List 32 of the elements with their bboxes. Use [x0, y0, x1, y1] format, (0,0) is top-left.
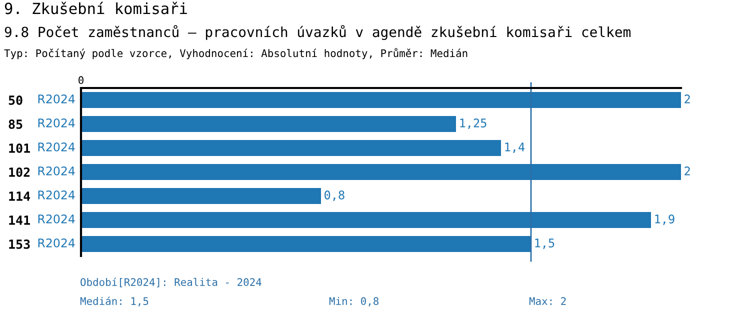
data-label: 1,25 [460, 118, 486, 129]
bar [81, 140, 501, 156]
text: R2024 [38, 142, 75, 152]
text: Období[R2024]: Realita - 2024 [80, 278, 262, 288]
x-axis-title: Typ: Počítaný podle vzorce, Vyhodnocení: Absolutní hodnoty, Průměr: Medián [4, 48, 468, 60]
text: Min: 0,8 [329, 296, 379, 306]
y-tick-label: 50 [8, 95, 22, 105]
data-label: 1,9 [655, 214, 674, 225]
text: R2024 [38, 118, 75, 128]
text: R2024 [38, 166, 75, 176]
data-label: 2 [684, 94, 690, 104]
data-label: 2 [684, 166, 690, 176]
series-label: R2024 [38, 94, 75, 104]
bar [81, 116, 456, 132]
y-tick-label: 102 [9, 167, 30, 177]
y-tick-label: 141 [9, 216, 30, 225]
text: R2024 [38, 214, 75, 224]
text: 0 [78, 76, 84, 84]
chart-subtitle: 9.8 Počet zaměstnanců – pracovních úvazků v agendě zkušební komisaři celkem [4, 25, 630, 40]
y-tick-label: 114 [9, 192, 30, 201]
chart-title: 9. Zkušební komisaři [4, 2, 187, 14]
text: R2024 [38, 238, 75, 248]
text: Max: 2 [529, 297, 566, 306]
data-label: 1,4 [505, 142, 525, 153]
y-tick-label: 153 [9, 239, 30, 249]
bar [81, 188, 321, 204]
text: R2024 [38, 190, 75, 200]
data-label: 1,5 [535, 238, 554, 249]
data-label: 0,8 [324, 190, 344, 201]
y-tick-label: 85 [8, 119, 22, 129]
text: Medián: 1,5 [80, 296, 148, 306]
y-tick-label: 101 [9, 143, 30, 153]
